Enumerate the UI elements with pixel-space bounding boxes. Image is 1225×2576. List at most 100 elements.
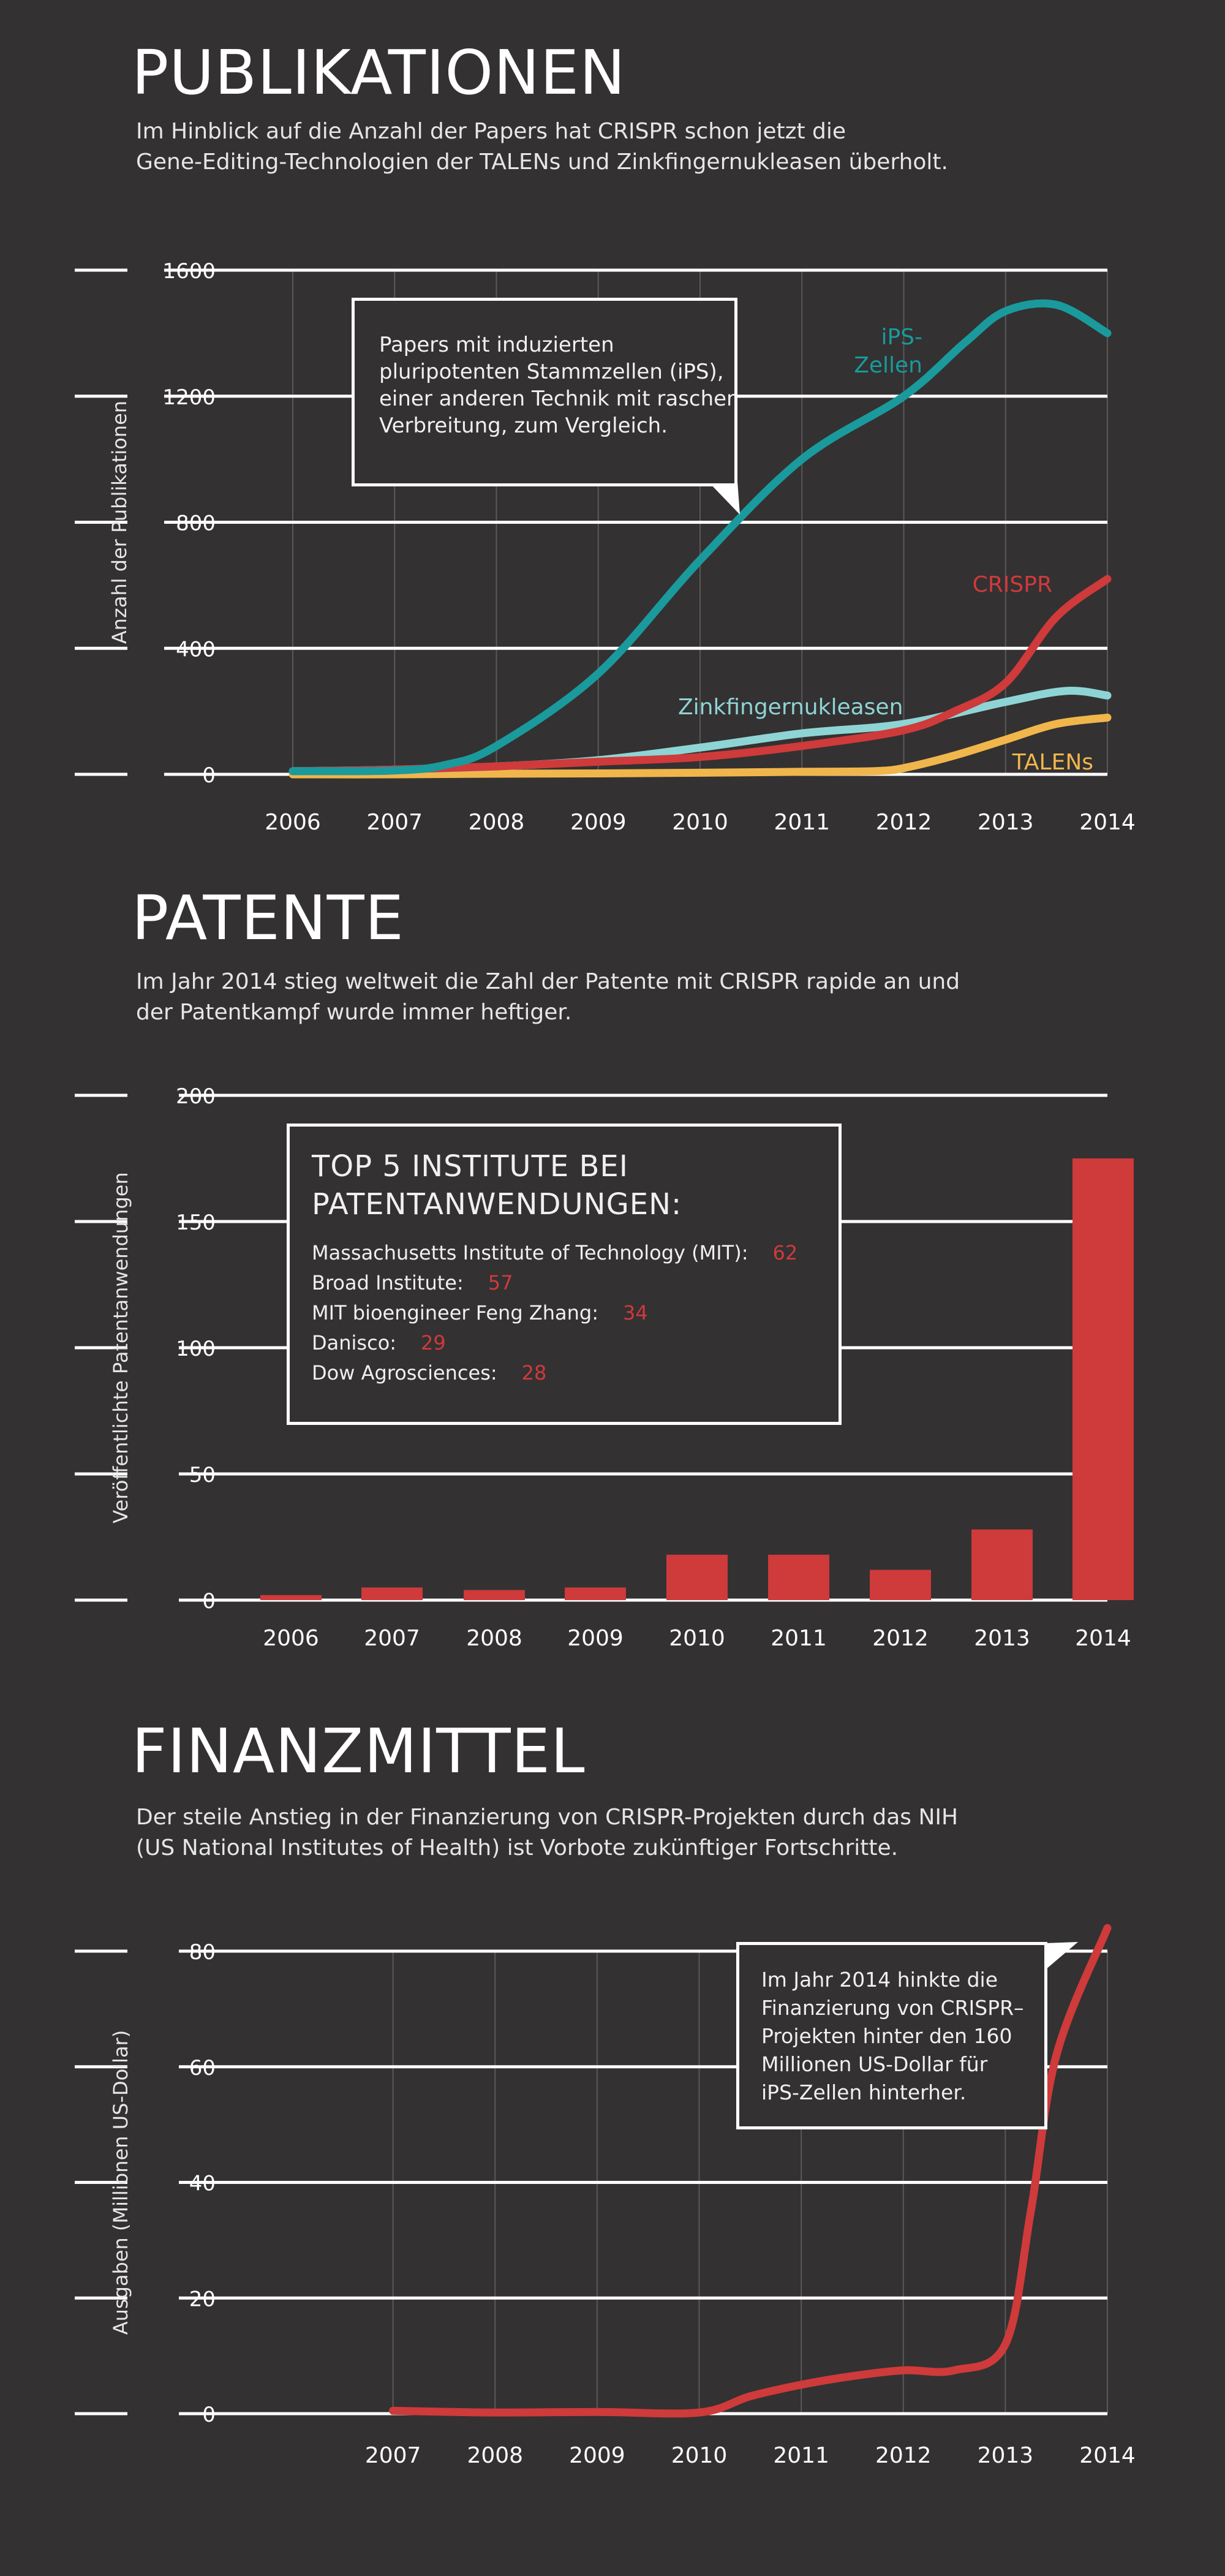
bar-2010 — [666, 1554, 728, 1600]
ips-note-line-4: Verbreitung, zum Vergleich. — [379, 414, 668, 438]
note-pointer — [708, 482, 740, 515]
y-tick-label: 80 — [189, 1940, 216, 1965]
top-institutes-heading: TOP 5 INSTITUTE BEI PATENTANWENDUNGEN: — [312, 1147, 839, 1223]
publications-desc-line-1: Im Hinblick auf die Anzahl der Papers ha… — [136, 119, 846, 144]
funding-line — [389, 1924, 1112, 2418]
funding-note-line-4: Millionen US-Dollar für — [761, 2052, 988, 2076]
institute-name: Danisco: — [312, 1331, 397, 1354]
y-axis-label: Anzahl der Publikationen — [108, 401, 131, 644]
y-tick-label: 20 — [189, 2287, 216, 2311]
ips-note-line-3: einer anderen Technik mit rascher — [379, 387, 736, 411]
bar-2013 — [971, 1529, 1033, 1600]
institute-name: Dow Agrosciences: — [312, 1361, 497, 1384]
series-line-ips — [288, 299, 1112, 776]
ips-note-line-1: Papers mit induzierten — [379, 333, 614, 357]
y-tick-label: 40 — [189, 2172, 216, 2196]
institute-value: 28 — [521, 1361, 547, 1384]
bar-2006 — [260, 1595, 322, 1600]
bar-2009 — [565, 1587, 626, 1600]
x-tick-label: 2014 — [1079, 810, 1136, 835]
bar-2008 — [464, 1590, 525, 1600]
y-tick-label: 150 — [176, 1211, 216, 1235]
x-tick-label: 2012 — [872, 1626, 929, 1651]
y-tick-label: 1200 — [162, 385, 216, 410]
x-tick-label: 2014 — [1075, 1626, 1131, 1651]
series-line-crispr — [288, 575, 1112, 776]
bar-2011 — [768, 1554, 829, 1600]
y-tick-label: 100 — [176, 1337, 216, 1361]
bar-2014 — [1072, 1158, 1134, 1600]
x-tick-label: 2007 — [366, 810, 423, 835]
patents-desc-line-2: der Patentkampf wurde immer heftiger. — [136, 1000, 572, 1025]
publications-description: Im Hinblick auf die Anzahl der Papers ha… — [136, 116, 1116, 178]
top-institutes-heading-line-2: PATENTANWENDUNGEN: — [312, 1187, 682, 1222]
funding-title: FINANZMITTEL — [132, 1715, 586, 1787]
x-tick-label: 2013 — [978, 2443, 1034, 2468]
institute-name: MIT bioengineer Feng Zhang: — [312, 1301, 598, 1324]
y-tick-label: 400 — [176, 637, 216, 662]
x-tick-label: 2006 — [263, 1626, 319, 1651]
institute-value: 62 — [772, 1241, 798, 1264]
funding-note-line-5: iPS-Zellen hinterher. — [761, 2080, 967, 2104]
x-tick-label: 2009 — [567, 1626, 624, 1651]
funding-chart: 0 20 40 60 80 Ausgaben (Millionen US-Dollar) 2… — [75, 1924, 1136, 2468]
y-tick-label: 0 — [202, 1589, 216, 1614]
x-tick-label: 2007 — [365, 2443, 421, 2468]
patents-desc-line-1: Im Jahr 2014 stieg weltweit die Zahl der… — [136, 969, 960, 994]
series-label-zinc: Zinkfingernukleasen — [678, 695, 903, 720]
series-label-ips: Zellen — [854, 353, 922, 378]
x-tick-label: 2007 — [364, 1626, 420, 1651]
institute-value: 29 — [421, 1331, 446, 1354]
x-tick-label: 2014 — [1079, 2443, 1136, 2468]
publications-desc-line-2: Gene-Editing-Technologien der TALENs und… — [136, 149, 948, 175]
y-tick-label: 800 — [176, 512, 216, 536]
funding-description: Der steile Anstieg in der Finanzierung v… — [136, 1802, 1116, 1864]
series-line-talens — [288, 713, 1112, 779]
y-tick-label: 60 — [189, 2056, 216, 2080]
y-tick-label: 50 — [189, 1463, 216, 1487]
funding-desc-line-2: (US National Institutes of Health) ist V… — [136, 1835, 899, 1860]
top-institutes-box: TOP 5 INSTITUTE BEI PATENTANWENDUNGEN: M… — [287, 1124, 842, 1425]
x-tick-label: 2013 — [974, 1626, 1030, 1651]
funding-note-line-1: Im Jahr 2014 hinkte die — [761, 1968, 998, 1992]
note-pointer — [1045, 1942, 1078, 1970]
funding-note-line-2: Finanzierung von CRISPR– — [761, 1996, 1024, 2020]
institute-row: Danisco: 29 — [312, 1328, 839, 1358]
x-tick-label: 2011 — [773, 2443, 829, 2468]
institute-value: 57 — [488, 1271, 513, 1294]
institute-value: 34 — [623, 1301, 648, 1324]
series-label-crispr: CRISPR — [973, 572, 1052, 597]
y-tick-label: 0 — [202, 2403, 216, 2427]
x-tick-label: 2013 — [978, 810, 1034, 835]
y-tick-label: 0 — [202, 763, 216, 788]
x-tick-label: 2008 — [469, 810, 525, 835]
x-tick-label: 2008 — [467, 2443, 523, 2468]
y-tick-label: 200 — [176, 1084, 216, 1109]
institute-row: Broad Institute: 57 — [312, 1268, 839, 1298]
funding-note: Im Jahr 2014 hinkte die Finanzierung von… — [736, 1942, 1047, 2129]
x-tick-label: 2010 — [669, 1626, 725, 1651]
x-tick-label: 2010 — [671, 2443, 728, 2468]
x-tick-label: 2010 — [672, 810, 728, 835]
patents-title: PATENTE — [132, 882, 404, 954]
funding-note-line-3: Projekten hinter den 160 — [761, 2024, 1012, 2048]
institute-name: Massachusetts Institute of Technology (M… — [312, 1241, 748, 1264]
institute-name: Broad Institute: — [312, 1271, 464, 1294]
publications-title: PUBLIKATIONEN — [132, 37, 626, 108]
x-tick-label: 2006 — [265, 810, 321, 835]
y-axis-label: Veröffentlichte Patentanwendungen — [109, 1172, 132, 1523]
top-institutes-heading-line-1: TOP 5 INSTITUTE BEI — [312, 1149, 628, 1184]
institute-row: Dow Agrosciences: 28 — [312, 1358, 839, 1388]
series-label-ips: iPS- — [881, 325, 922, 350]
institute-row: Massachusetts Institute of Technology (M… — [312, 1238, 839, 1268]
bar-2012 — [870, 1569, 931, 1600]
ips-note-line-2: pluripotenten Stammzellen (iPS), — [379, 360, 724, 384]
ips-comparison-note: Papers mit induzierten pluripotenten Sta… — [352, 298, 737, 486]
patents-description: Im Jahr 2014 stieg weltweit die Zahl der… — [136, 967, 1116, 1028]
x-tick-label: 2008 — [466, 1626, 522, 1651]
y-tick-label: 1600 — [162, 259, 216, 284]
institute-row: MIT bioengineer Feng Zhang: 34 — [312, 1298, 839, 1328]
x-tick-label: 2009 — [570, 810, 627, 835]
x-tick-label: 2009 — [569, 2443, 625, 2468]
funding-desc-line-1: Der steile Anstieg in der Finanzierung v… — [136, 1805, 959, 1830]
